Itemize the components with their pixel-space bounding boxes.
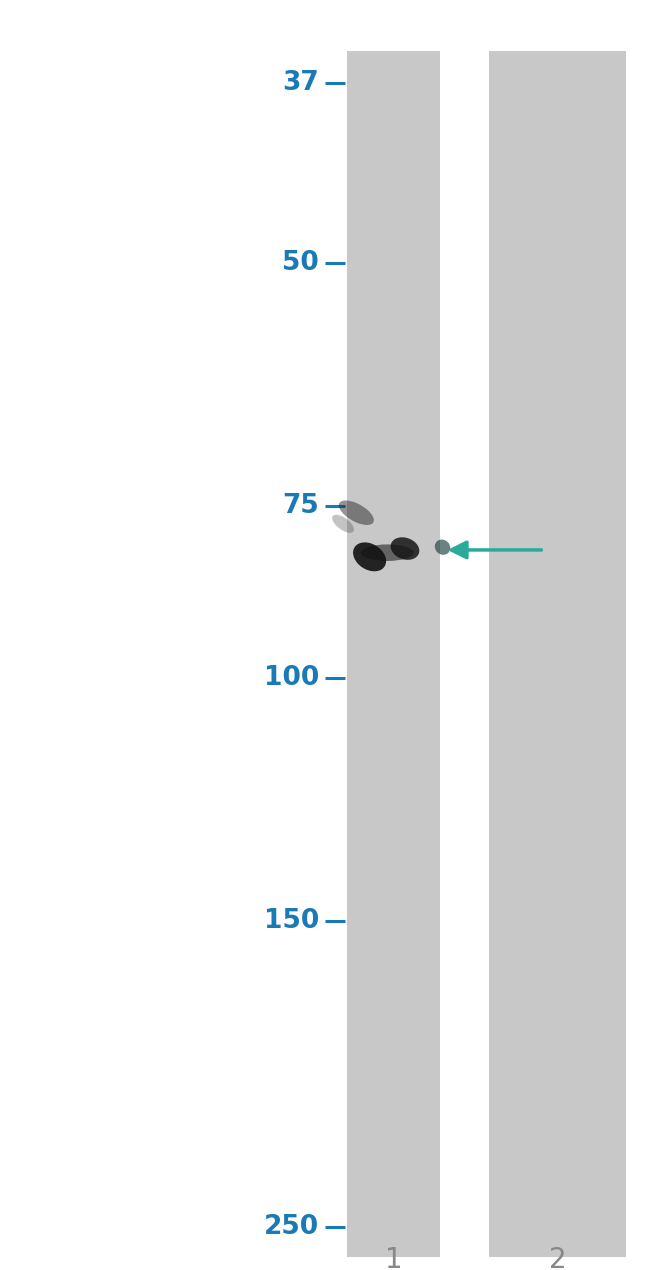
Ellipse shape: [361, 545, 414, 561]
Text: 1: 1: [385, 1246, 403, 1270]
Bar: [489, 51, 626, 1257]
Text: 100: 100: [263, 665, 318, 691]
Text: 50: 50: [282, 250, 318, 276]
Text: 2: 2: [549, 1246, 566, 1270]
Text: 150: 150: [263, 908, 318, 933]
Ellipse shape: [353, 542, 386, 572]
Text: 250: 250: [264, 1214, 318, 1240]
Bar: [348, 51, 440, 1257]
Ellipse shape: [339, 500, 374, 525]
Text: 75: 75: [282, 493, 318, 519]
Ellipse shape: [391, 537, 419, 560]
Text: 37: 37: [282, 70, 318, 95]
Ellipse shape: [332, 514, 354, 533]
Ellipse shape: [435, 540, 450, 555]
